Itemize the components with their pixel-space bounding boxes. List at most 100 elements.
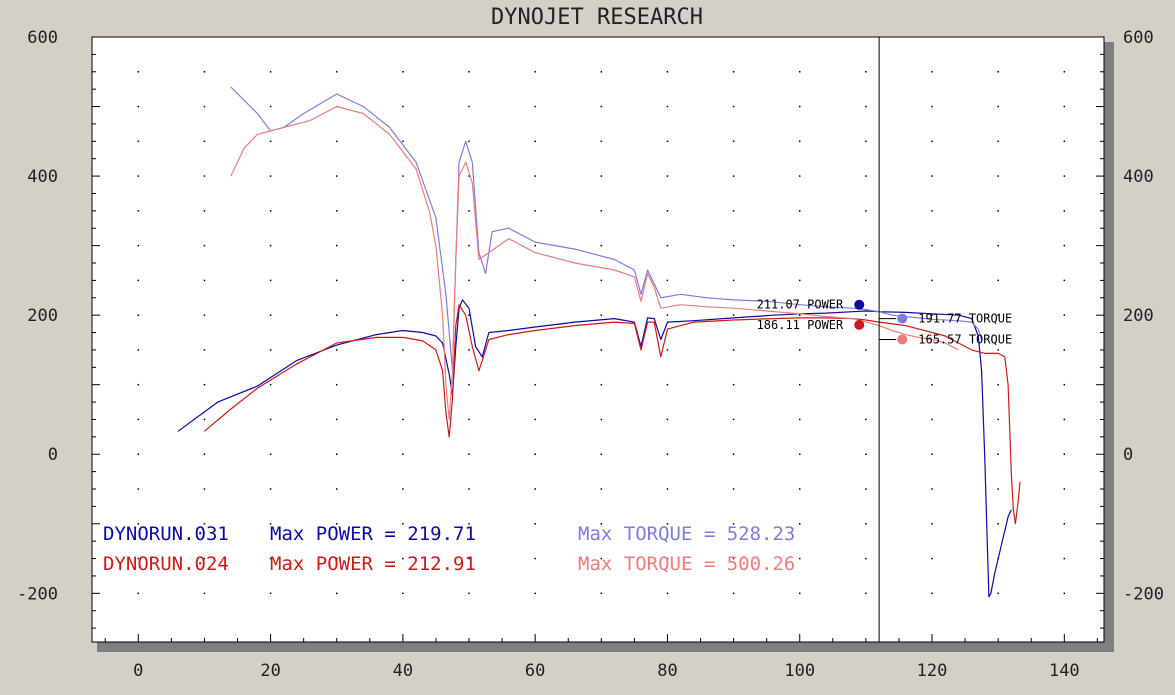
grid-dot [402,105,404,108]
grid-dot [203,418,206,421]
grid-dot [203,279,206,282]
grid-dot [865,140,867,143]
marker-dot [897,313,908,324]
grid-dot [402,244,404,247]
grid-dot [600,523,603,525]
grid-dot [468,488,470,490]
grid-dot [798,418,801,421]
grid-dot [600,557,603,560]
grid-dot [798,383,801,386]
grid-dot [137,244,140,247]
grid-dot [931,140,933,143]
grid-dot [203,488,206,490]
grid-dot [534,453,536,455]
grid-dot [931,488,933,490]
grid-dot [269,105,272,108]
grid-dot [798,175,801,177]
grid-dot [534,418,536,421]
grid-dot [600,71,603,73]
grid [137,71,1066,595]
grid-dot [269,210,272,212]
grid-dot [997,418,999,421]
grid-dot [997,453,999,455]
grid-dot [269,488,272,490]
grid-dot [865,105,867,108]
grid-dot [335,140,338,143]
grid-dot [931,71,933,73]
grid-dot [600,175,603,177]
grid-dot [798,523,801,525]
grid-dot [865,71,867,73]
y-tick-label-left: 600 [27,28,58,48]
grid-dot [335,175,338,177]
grid-dot [335,557,338,560]
grid-dot [997,383,999,386]
grid-dot [931,244,933,247]
grid-dot [997,71,999,73]
grid-dot [600,453,603,455]
grid-dot [732,71,735,73]
grid-dot [203,71,206,73]
legend-run-name: DYNORUN.031 [103,523,229,545]
grid-dot [534,523,536,525]
grid-dot [1063,488,1066,490]
y-tick-label-right: 600 [1123,28,1154,48]
grid-dot [732,105,735,108]
grid-dot [666,383,669,386]
y-tick-label-left: 400 [27,167,58,187]
grid-dot [732,314,735,316]
grid-dot [534,244,536,247]
grid-dot [402,523,404,525]
grid-dot [666,279,669,282]
grid-dot [666,488,669,490]
grid-dot [600,488,603,490]
markers: 211.07 POWER 191.77 TORQUE 186.11 POWER 165… [757,298,1013,347]
grid-dot [732,523,735,525]
y-tick-label-right: 400 [1123,167,1154,187]
grid-dot [931,453,933,455]
grid-dot [402,349,404,351]
grid-dot [732,418,735,421]
grid-dot [137,453,140,455]
grid-dot [798,105,801,108]
grid-dot [865,210,867,212]
grid-dot [865,314,867,316]
grid-dot [137,418,140,421]
grid-dot [269,175,272,177]
grid-dot [865,279,867,282]
grid-dot [865,383,867,386]
grid-dot [534,71,536,73]
y-tick-label-right: 200 [1123,306,1154,326]
grid-dot [468,175,470,177]
grid-dot [997,279,999,282]
grid-dot [865,175,867,177]
grid-dot [402,71,404,73]
grid-dot [203,523,206,525]
grid-dot [468,71,470,73]
grid-dot [1063,453,1066,455]
x-tick-label: 20 [260,661,280,681]
grid-dot [666,71,669,73]
grid-dot [1063,383,1066,386]
grid-dot [997,210,999,212]
grid-dot [1063,418,1066,421]
y-tick-label-left: -200 [17,584,58,604]
grid-dot [137,592,140,595]
grid-dot [798,488,801,490]
grid-dot [600,140,603,143]
x-tick-label: 0 [133,661,143,681]
grid-dot [798,349,801,351]
marker-dot [854,319,865,330]
grid-dot [666,523,669,525]
grid-dot [335,279,338,282]
grid-dot [732,383,735,386]
grid-dot [997,244,999,247]
grid-dot [600,210,603,212]
grid-dot [865,244,867,247]
grid-dot [865,349,867,351]
grid-dot [203,557,206,560]
x-tick-label: 100 [784,661,815,681]
grid-dot [931,349,933,351]
grid-dot [335,71,338,73]
x-tick-label: 40 [393,661,413,681]
